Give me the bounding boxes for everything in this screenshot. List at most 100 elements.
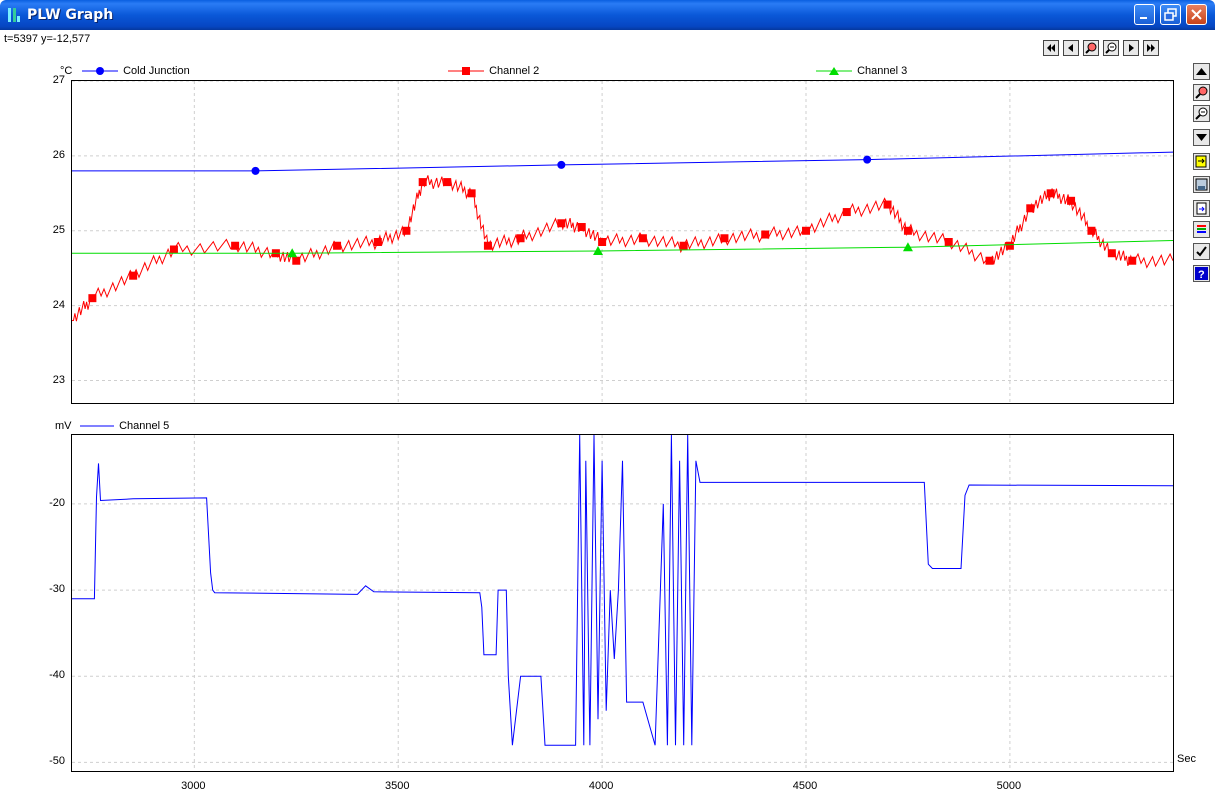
x-tick-label: 3500 xyxy=(384,780,410,792)
data-point xyxy=(1087,226,1096,235)
data-point xyxy=(679,241,688,250)
copy-icon xyxy=(1196,202,1207,215)
y-tick-label: 26 xyxy=(52,148,65,161)
legend-line-channel-5 xyxy=(80,425,114,427)
legend-label-channel-5: Channel 5 xyxy=(119,420,170,432)
legend-line-cold-junction xyxy=(82,67,118,76)
close-button[interactable] xyxy=(1186,4,1207,25)
legend-label-channel-3: Channel 3 xyxy=(857,65,908,77)
last-page-icon xyxy=(1147,44,1155,52)
y-tick-label: 24 xyxy=(52,298,65,311)
data-point xyxy=(557,160,566,169)
data-point xyxy=(373,238,382,246)
data-point xyxy=(1107,249,1116,258)
data-point xyxy=(516,234,525,243)
save-button[interactable] xyxy=(1193,176,1210,193)
data-point xyxy=(402,226,411,235)
move-down-button[interactable] xyxy=(1193,129,1210,146)
data-point xyxy=(720,234,729,243)
title-bar: PLW Graph xyxy=(0,0,1215,30)
next-page-button[interactable] xyxy=(1123,40,1139,56)
zoom-in-icon xyxy=(1195,86,1208,99)
x-axis-unit: Sec xyxy=(1177,753,1196,765)
move-up-button[interactable] xyxy=(1193,63,1210,80)
cursor-readout: t=5397 y=-12,577 xyxy=(4,33,91,45)
close-icon xyxy=(1191,9,1202,20)
zoom-in-button[interactable] xyxy=(1193,84,1210,101)
last-page-button[interactable] xyxy=(1143,40,1159,56)
x-tick-label: 4000 xyxy=(588,780,614,792)
y-tick-label: -20 xyxy=(49,496,65,509)
restore-icon xyxy=(1164,8,1177,21)
data-point xyxy=(842,208,851,217)
prev-page-button[interactable] xyxy=(1063,40,1079,56)
zoom-out-button[interactable] xyxy=(1193,105,1210,122)
channels-button[interactable] xyxy=(1193,221,1210,238)
data-point xyxy=(902,242,913,252)
minimize-button[interactable] xyxy=(1134,4,1155,25)
check-button[interactable] xyxy=(1193,243,1210,260)
data-point xyxy=(944,238,953,246)
data-point xyxy=(231,241,240,250)
series-line-channel-5 xyxy=(72,434,1174,746)
data-point xyxy=(1128,256,1137,265)
data-point xyxy=(418,178,427,187)
export-icon xyxy=(1195,155,1207,168)
data-point xyxy=(863,155,872,164)
voltage-chart-canvas xyxy=(72,434,1174,771)
voltage-chart[interactable] xyxy=(71,434,1174,772)
app-logo-icon xyxy=(8,8,20,22)
save-icon xyxy=(1195,178,1208,191)
data-point xyxy=(251,166,260,175)
legend-channel-5: Channel 5 xyxy=(74,420,169,432)
x-tick-label: 5000 xyxy=(996,780,1022,792)
channels-icon xyxy=(1197,225,1206,233)
y-tick-label: 27 xyxy=(52,74,65,86)
temperature-chart-canvas xyxy=(71,80,1174,403)
first-page-button[interactable] xyxy=(1043,40,1059,56)
restore-button[interactable] xyxy=(1160,4,1181,25)
data-point xyxy=(985,256,994,265)
zoom-in-button[interactable] xyxy=(1083,40,1099,56)
temperature-chart[interactable] xyxy=(71,80,1174,404)
data-point xyxy=(129,271,138,280)
data-point xyxy=(593,245,604,255)
y-tick-label: -40 xyxy=(49,669,65,682)
x-tick-label: 4500 xyxy=(792,780,818,792)
legend-channel-3: Channel 3 xyxy=(814,65,907,77)
window-title: PLW Graph xyxy=(27,7,114,23)
data-point xyxy=(802,226,810,235)
data-point xyxy=(903,226,912,235)
data-point xyxy=(598,238,607,246)
data-point xyxy=(557,219,566,228)
legend-line-channel-3 xyxy=(816,67,852,76)
zoom-in-icon xyxy=(1085,42,1097,54)
bottom-chart-unit: mV xyxy=(55,420,72,432)
svg-text:?: ? xyxy=(1198,269,1205,281)
minimize-icon xyxy=(1140,17,1147,19)
export-button[interactable] xyxy=(1193,153,1210,170)
move-up-icon xyxy=(1196,68,1207,75)
data-point xyxy=(287,248,298,258)
data-point xyxy=(169,245,178,254)
legend-label-channel-2: Channel 2 xyxy=(489,65,540,77)
data-point xyxy=(292,256,301,265)
y-tick-label: 23 xyxy=(52,373,65,386)
help-button[interactable]: ? xyxy=(1193,265,1210,282)
data-point xyxy=(483,241,492,250)
data-point xyxy=(333,241,342,250)
data-point xyxy=(443,178,452,187)
data-point xyxy=(88,294,97,303)
zoom-out-button[interactable] xyxy=(1103,40,1119,56)
data-point xyxy=(577,223,586,232)
check-icon xyxy=(1196,246,1207,257)
y-tick-label: -30 xyxy=(49,583,65,596)
data-point xyxy=(1026,204,1035,213)
copy-button[interactable] xyxy=(1193,200,1210,217)
legend-label-cold-junction: Cold Junction xyxy=(123,65,190,77)
legend-cold-junction: Cold Junction xyxy=(80,65,190,77)
help-icon: ? xyxy=(1195,267,1208,281)
top-chart-unit: °C xyxy=(60,65,73,77)
zoom-out-icon xyxy=(1105,42,1117,54)
data-point xyxy=(467,189,476,198)
